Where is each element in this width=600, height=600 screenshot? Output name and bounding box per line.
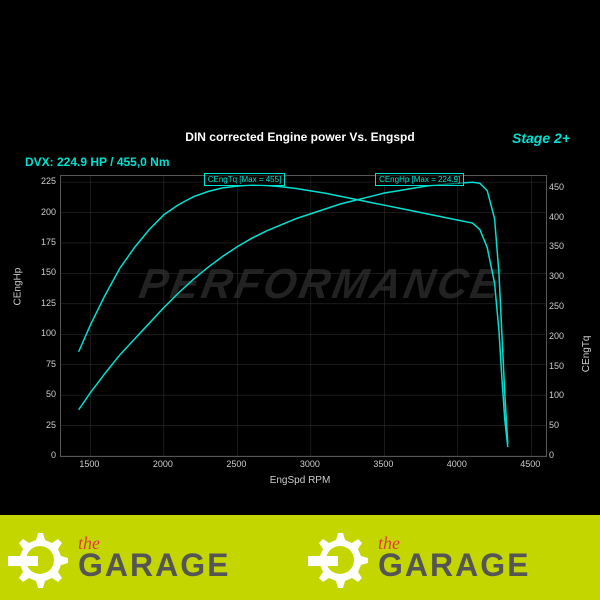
footer-banner: the GARAGE the GARAGE xyxy=(0,515,600,600)
chart-title: DIN corrected Engine power Vs. Engspd xyxy=(0,130,600,144)
stage-label: Stage 2+ xyxy=(512,130,570,146)
gear-icon xyxy=(8,528,68,588)
hp-curve-label: CEngHp [Max = 224.9] xyxy=(375,173,464,186)
plot-area xyxy=(60,175,547,457)
footer-logo-right: the GARAGE xyxy=(300,515,600,600)
footer-garage-text: GARAGE xyxy=(378,551,530,580)
y-right-axis-label: CEngTq xyxy=(582,336,593,373)
footer-garage-text: GARAGE xyxy=(78,551,230,580)
dvx-readout: DVX: 224.9 HP / 455,0 Nm xyxy=(25,155,170,169)
gear-icon xyxy=(308,528,368,588)
torque-curve-label: CEngTq [Max = 455] xyxy=(204,173,286,186)
x-axis-label: EngSpd RPM xyxy=(0,475,600,486)
footer-logo-left: the GARAGE xyxy=(0,515,300,600)
dyno-chart-container: DIN corrected Engine power Vs. Engspd St… xyxy=(0,0,600,600)
y-left-axis-label: CEngHp xyxy=(13,268,24,306)
